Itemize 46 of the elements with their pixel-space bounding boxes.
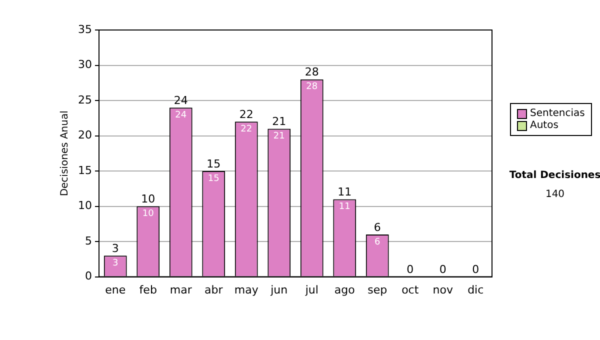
x-tick-label: ago xyxy=(334,283,356,296)
total-label: 0 xyxy=(406,263,414,276)
total-label: 21 xyxy=(272,115,286,128)
total-label: 28 xyxy=(304,66,319,79)
text: Total Decisiones xyxy=(508,170,600,181)
total-label: 0 xyxy=(439,263,446,276)
data-label: 6 xyxy=(374,237,381,248)
y-tick-label: 25 xyxy=(78,93,92,106)
total-label: 3 xyxy=(112,242,119,256)
total-label: 15 xyxy=(206,157,221,170)
y-tick-label: 10 xyxy=(78,199,92,212)
y-tick-label: 30 xyxy=(78,58,92,72)
y-tick-label: 0 xyxy=(84,270,92,283)
text: 140 xyxy=(544,189,566,200)
x-tick-label: mar xyxy=(170,283,192,296)
y-tick-label: 35 xyxy=(78,22,92,36)
total-label: 0 xyxy=(472,263,480,276)
x-tick-label: dic xyxy=(468,283,484,296)
total-label: 11 xyxy=(338,186,352,199)
legend-label: Autos xyxy=(529,120,560,131)
y-tick-label: 20 xyxy=(78,128,92,142)
x-tick-label: feb xyxy=(139,283,157,296)
y-tick-label: 15 xyxy=(78,164,92,177)
x-tick-label: oct xyxy=(402,283,420,296)
data-label: 10 xyxy=(142,209,154,220)
x-tick-label: may xyxy=(234,283,259,296)
data-label: 28 xyxy=(306,82,318,92)
data-label: 22 xyxy=(240,124,252,135)
x-tick-label: nov xyxy=(432,283,454,296)
data-label: 11 xyxy=(338,202,350,212)
data-label: 3 xyxy=(112,258,118,268)
x-tick-label: jul xyxy=(304,283,318,296)
data-label: 21 xyxy=(273,132,285,142)
legend-label: Sentencias xyxy=(529,108,585,119)
x-tick-label: sep xyxy=(368,283,388,296)
total-label: 6 xyxy=(374,220,381,234)
total-label: 10 xyxy=(141,192,156,206)
data-label: 15 xyxy=(208,174,220,184)
data-label: 24 xyxy=(175,110,187,120)
y-tick-label: 5 xyxy=(84,234,92,248)
total-label: 22 xyxy=(239,108,254,122)
total-label: 24 xyxy=(174,94,188,107)
x-tick-label: abr xyxy=(204,283,224,296)
x-tick-label: ene xyxy=(105,283,126,296)
y-axis-title: Decisiones Anual xyxy=(60,110,71,196)
x-tick-label: jun xyxy=(270,283,288,296)
